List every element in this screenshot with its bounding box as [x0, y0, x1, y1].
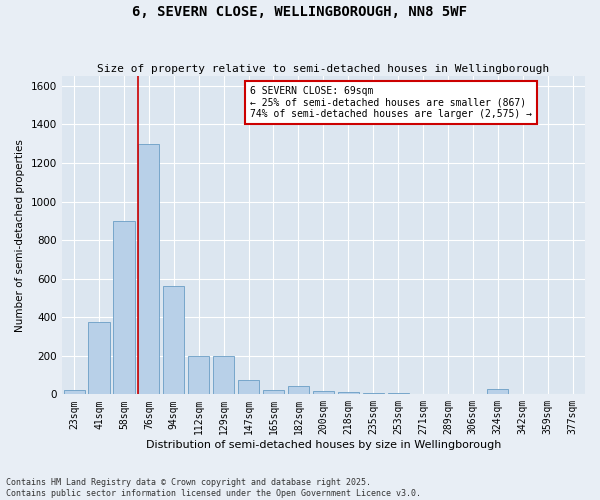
Bar	[188, 356, 209, 395]
Bar	[313, 392, 334, 394]
Bar	[138, 144, 160, 394]
Bar	[113, 221, 134, 394]
Bar	[487, 389, 508, 394]
Title: Size of property relative to semi-detached houses in Wellingborough: Size of property relative to semi-detach…	[97, 64, 550, 74]
Y-axis label: Number of semi-detached properties: Number of semi-detached properties	[15, 139, 25, 332]
Text: 6 SEVERN CLOSE: 69sqm
← 25% of semi-detached houses are smaller (867)
74% of sem: 6 SEVERN CLOSE: 69sqm ← 25% of semi-deta…	[250, 86, 532, 119]
Text: Contains HM Land Registry data © Crown copyright and database right 2025.
Contai: Contains HM Land Registry data © Crown c…	[6, 478, 421, 498]
Bar	[64, 390, 85, 394]
Text: 6, SEVERN CLOSE, WELLINGBOROUGH, NN8 5WF: 6, SEVERN CLOSE, WELLINGBOROUGH, NN8 5WF	[133, 5, 467, 19]
Bar	[338, 392, 359, 394]
X-axis label: Distribution of semi-detached houses by size in Wellingborough: Distribution of semi-detached houses by …	[146, 440, 501, 450]
Bar	[213, 356, 234, 395]
Bar	[263, 390, 284, 394]
Bar	[288, 386, 309, 394]
Bar	[238, 380, 259, 394]
Bar	[163, 286, 184, 395]
Bar	[88, 322, 110, 394]
